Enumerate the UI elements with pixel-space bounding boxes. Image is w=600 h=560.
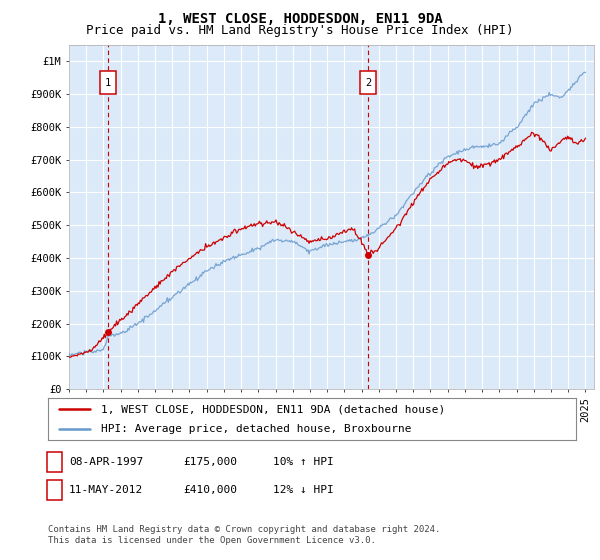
Text: Price paid vs. HM Land Registry's House Price Index (HPI): Price paid vs. HM Land Registry's House … xyxy=(86,24,514,36)
Text: 12% ↓ HPI: 12% ↓ HPI xyxy=(273,485,334,495)
Text: 08-APR-1997: 08-APR-1997 xyxy=(69,457,143,467)
Text: 1, WEST CLOSE, HODDESDON, EN11 9DA: 1, WEST CLOSE, HODDESDON, EN11 9DA xyxy=(158,12,442,26)
Text: £410,000: £410,000 xyxy=(183,485,237,495)
Text: 2: 2 xyxy=(52,485,58,495)
Text: Contains HM Land Registry data © Crown copyright and database right 2024.
This d: Contains HM Land Registry data © Crown c… xyxy=(48,525,440,545)
Text: 2: 2 xyxy=(365,77,371,87)
Text: £175,000: £175,000 xyxy=(183,457,237,467)
FancyBboxPatch shape xyxy=(360,71,376,94)
FancyBboxPatch shape xyxy=(100,71,116,94)
Text: 1: 1 xyxy=(105,77,111,87)
Text: 1, WEST CLOSE, HODDESDON, EN11 9DA (detached house): 1, WEST CLOSE, HODDESDON, EN11 9DA (deta… xyxy=(101,404,445,414)
Text: 11-MAY-2012: 11-MAY-2012 xyxy=(69,485,143,495)
Text: 10% ↑ HPI: 10% ↑ HPI xyxy=(273,457,334,467)
Text: HPI: Average price, detached house, Broxbourne: HPI: Average price, detached house, Brox… xyxy=(101,424,412,434)
Text: 1: 1 xyxy=(52,457,58,467)
